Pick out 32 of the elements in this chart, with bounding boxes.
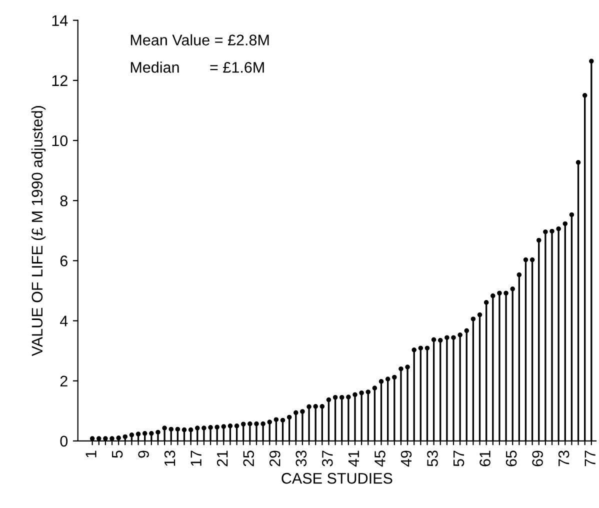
x-tick-label: 49 <box>400 450 412 467</box>
y-tick-label: 12 <box>52 75 68 86</box>
x-tick-label: 33 <box>296 450 307 466</box>
x-tick-label: 57 <box>454 450 464 466</box>
x-tick-label: 9 <box>138 450 149 458</box>
x-tick-label: 45 <box>374 450 386 467</box>
x-tick-label: 37 <box>322 450 333 466</box>
x-tick-label: 5 <box>112 450 123 458</box>
x-tick-label: 25 <box>243 450 254 466</box>
x-tick-label: 41 <box>348 450 359 467</box>
annotation: Median = £1.6M <box>130 62 264 73</box>
x-tick-label: 61 <box>480 450 490 466</box>
x-tick-label: 1 <box>86 450 96 458</box>
y-tick-label: 10 <box>52 135 68 146</box>
x-tick-label: 77 <box>584 450 596 466</box>
x-tick-label: 73 <box>558 450 570 466</box>
y-tick-label: 14 <box>52 15 68 26</box>
y-tick-label: 6 <box>60 256 68 266</box>
y-tick-label: 2 <box>60 376 68 386</box>
x-tick-label: 29 <box>269 450 280 466</box>
x-tick-label: 65 <box>506 450 517 466</box>
x-tick-label: 69 <box>532 450 543 466</box>
y-axis-title: VALUE OF LIFE (£ M 1990 adjusted) <box>31 106 46 356</box>
x-tick-label: 53 <box>427 450 438 466</box>
x-axis-title: CASE STUDIES <box>282 472 392 484</box>
y-tick-label: 0 <box>60 436 68 447</box>
y-tick-label: 4 <box>60 316 68 326</box>
annotation: Mean Value = £2.8M <box>130 34 269 46</box>
x-tick-label: 13 <box>164 450 176 466</box>
x-tick-label: 17 <box>190 450 202 466</box>
x-tick-label: 21 <box>216 450 228 466</box>
y-tick-label: 8 <box>60 195 68 206</box>
